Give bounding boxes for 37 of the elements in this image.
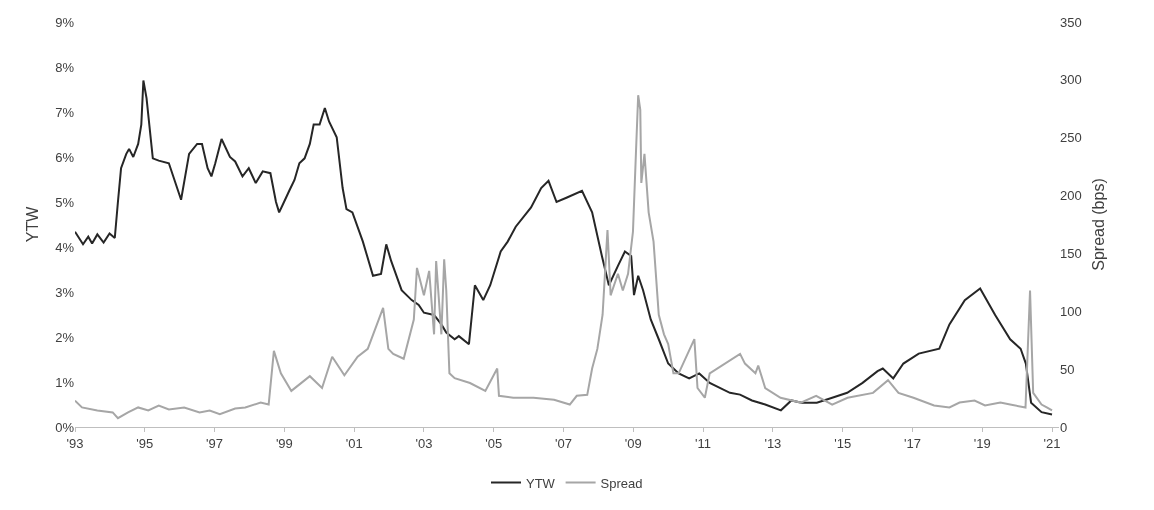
x-tick-label: '03 — [415, 435, 433, 451]
x-tick-label: '17 — [903, 435, 921, 451]
y-tick-label: 0% — [55, 419, 75, 435]
x-tick-label: '97 — [206, 435, 224, 451]
legend-label: YTW — [526, 475, 556, 491]
y-tick-label: 7% — [55, 104, 75, 120]
y2-tick-label: 300 — [1060, 72, 1082, 88]
x-tick-label: '05 — [485, 435, 503, 451]
y-axis-title: YTW — [24, 205, 42, 243]
y-tick-label: 8% — [55, 59, 75, 75]
x-tick-label: '01 — [345, 435, 363, 451]
x-tick-label: '19 — [973, 435, 991, 451]
x-tick-label: '07 — [555, 435, 572, 451]
x-tick-label: '95 — [136, 435, 154, 451]
legend-label: Spread — [600, 475, 643, 491]
y-tick-label: 3% — [55, 284, 75, 300]
y2-axis-title: Spread (bps) — [1090, 178, 1108, 271]
y-tick-label: 6% — [55, 149, 75, 165]
y-tick-label: 9% — [55, 14, 75, 30]
y-tick-label: 4% — [55, 239, 75, 255]
x-tick-label: '13 — [764, 435, 782, 451]
y-tick-label: 1% — [55, 374, 75, 390]
x-tick-label: '15 — [834, 435, 852, 451]
y2-tick-label: 50 — [1060, 361, 1075, 377]
x-tick-label: '99 — [275, 435, 293, 451]
x-tick-label: '09 — [624, 435, 642, 451]
y2-tick-label: 250 — [1060, 130, 1082, 146]
y2-tick-label: 100 — [1060, 303, 1082, 319]
x-tick-label: '21 — [1043, 435, 1061, 451]
y2-tick-label: 0 — [1060, 419, 1068, 435]
y-tick-label: 2% — [55, 329, 75, 345]
y2-tick-label: 350 — [1060, 14, 1082, 30]
x-tick-label: '11 — [695, 435, 712, 451]
y-tick-label: 5% — [55, 194, 75, 210]
y2-tick-label: 150 — [1060, 245, 1082, 261]
y2-tick-label: 200 — [1060, 188, 1082, 204]
x-tick-label: '93 — [66, 435, 84, 451]
